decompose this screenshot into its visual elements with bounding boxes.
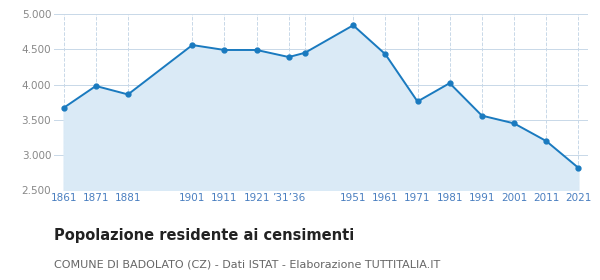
Text: COMUNE DI BADOLATO (CZ) - Dati ISTAT - Elaborazione TUTTITALIA.IT: COMUNE DI BADOLATO (CZ) - Dati ISTAT - E… (54, 260, 440, 270)
Text: Popolazione residente ai censimenti: Popolazione residente ai censimenti (54, 228, 354, 243)
